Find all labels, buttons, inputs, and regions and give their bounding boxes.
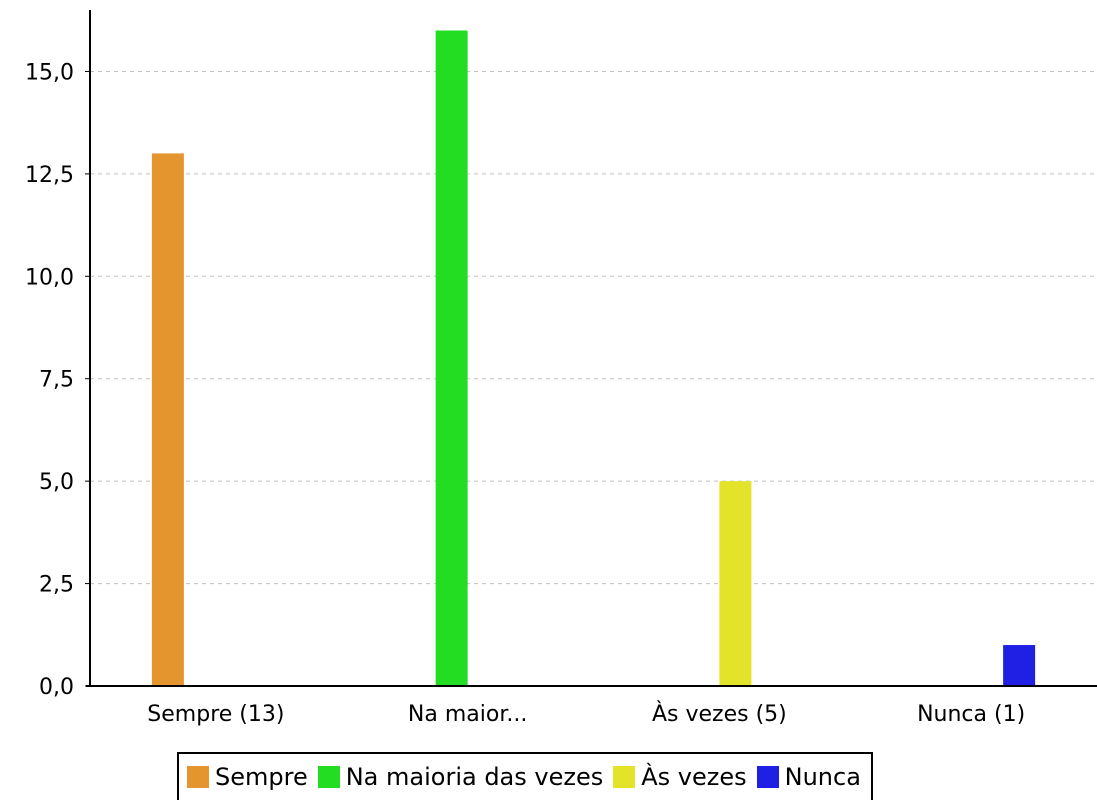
legend-label: Nunca	[784, 763, 861, 791]
axes	[86, 10, 1097, 687]
y-tick-label: 0,0	[39, 675, 74, 700]
legend: Sempre Na maioria das vezes Às vezes Nunca	[177, 752, 873, 800]
y-tick-label: 15,0	[25, 60, 74, 85]
legend-label: Na maioria das vezes	[345, 763, 604, 791]
bar-chart: 0,0 2,5 5,0 7,5 10,0 12,5 15,0 Sempre (13) Na m…	[25, 10, 1097, 727]
x-tick-label: Sempre (13)	[147, 702, 284, 727]
legend-item: Sempre	[187, 763, 308, 791]
legend-swatch	[317, 766, 340, 788]
legend-swatch	[756, 766, 779, 788]
legend-swatch	[187, 766, 209, 788]
bar-na-maioria-das-vezes	[435, 30, 468, 686]
x-tick-label: Às vezes (5)	[652, 701, 787, 727]
y-tick-label: 2,5	[39, 573, 74, 598]
y-tick-label: 12,5	[25, 163, 74, 188]
x-tick-labels: Sempre (13) Na maior... Às vezes (5) Nunca …	[147, 701, 1025, 727]
legend-item: Na maioria das vezes	[317, 763, 604, 791]
bar-nunca	[1003, 645, 1036, 686]
y-tick-label: 5,0	[39, 470, 74, 495]
x-tick-label: Nunca (1)	[917, 702, 1025, 727]
grid-lines	[90, 70, 1097, 585]
legend-swatch	[613, 766, 636, 788]
legend-label: Às vezes	[641, 763, 747, 791]
y-tick-label: 7,5	[39, 368, 74, 393]
legend-item: Às vezes	[613, 763, 747, 791]
bar--s-vezes	[719, 481, 752, 686]
y-tick-label: 10,0	[25, 265, 74, 290]
x-tick-label: Na maior...	[408, 702, 527, 727]
y-tick-labels: 0,0 2,5 5,0 7,5 10,0 12,5 15,0	[25, 60, 90, 700]
legend-item: Nunca	[756, 763, 861, 791]
bars	[151, 30, 1036, 687]
legend-label: Sempre	[215, 763, 308, 791]
bar-sempre	[151, 153, 184, 687]
